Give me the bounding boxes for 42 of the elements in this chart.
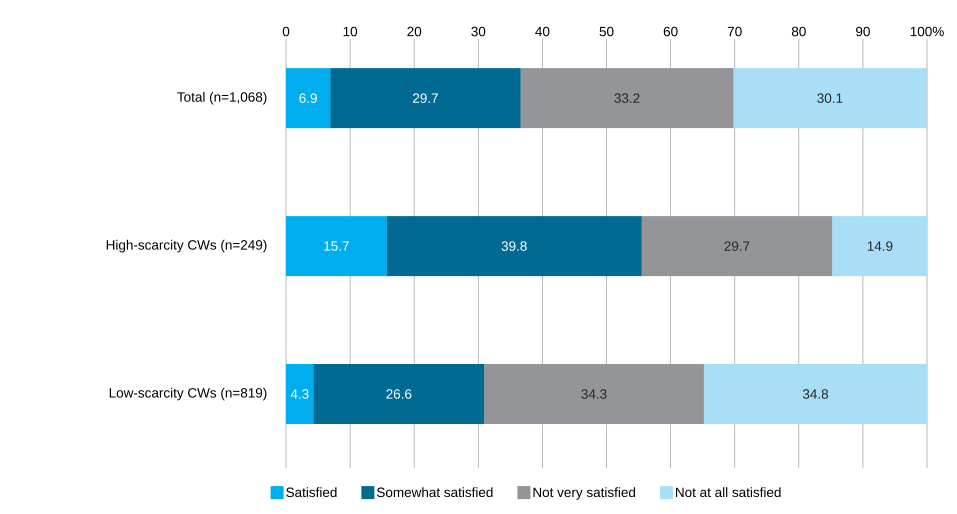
x-tick-label: 100% xyxy=(910,26,944,36)
x-tick-label: 80 xyxy=(792,26,806,36)
bar xyxy=(484,364,704,424)
x-tick-label: 40 xyxy=(535,26,550,36)
x-tick-label: 50 xyxy=(600,26,614,36)
data-label: 29.7 xyxy=(412,93,438,103)
data-label: 39.8 xyxy=(502,241,527,251)
data-label: 34.3 xyxy=(581,389,607,399)
bar xyxy=(286,216,387,276)
x-tick-label: 0 xyxy=(282,26,290,36)
x-tick-label: 30 xyxy=(471,26,486,36)
bar xyxy=(330,68,521,128)
x-tick-label: 10 xyxy=(344,26,358,36)
data-label: 15.7 xyxy=(324,241,349,251)
x-tick-label: 60 xyxy=(664,26,678,36)
bar xyxy=(314,364,484,424)
y-tick-label: Total (n=1,068) xyxy=(177,92,266,104)
bar xyxy=(733,68,926,128)
data-label: 14.9 xyxy=(868,241,892,251)
legend-label: Not very satisfied xyxy=(534,487,636,500)
legend-label: Somewhat satisfied xyxy=(376,487,493,498)
bar xyxy=(704,364,928,424)
x-tick-label: 90 xyxy=(856,26,870,36)
y-tick-label: Low-scarcity CWs (n=819) xyxy=(110,388,266,400)
x-tick-label: 70 xyxy=(728,26,742,36)
legend-label: Satisfied xyxy=(286,487,336,498)
bar xyxy=(520,68,734,128)
data-label: 4.3 xyxy=(290,389,309,399)
data-label: 26.6 xyxy=(386,389,412,399)
data-label: 6.9 xyxy=(299,93,317,103)
bar xyxy=(286,364,314,424)
data-label: 30.1 xyxy=(817,93,842,103)
data-label: 29.7 xyxy=(724,241,750,251)
y-tick-label: High-scarcity CWs (n=249) xyxy=(106,240,266,252)
bar xyxy=(286,68,330,128)
data-label: 33.2 xyxy=(614,93,640,103)
bar xyxy=(642,216,832,276)
bar xyxy=(832,216,928,276)
legend-label: Not at all satisfied xyxy=(676,487,781,498)
x-tick-label: 20 xyxy=(407,26,422,36)
data-label: 34.8 xyxy=(802,389,828,399)
bar xyxy=(386,216,642,276)
